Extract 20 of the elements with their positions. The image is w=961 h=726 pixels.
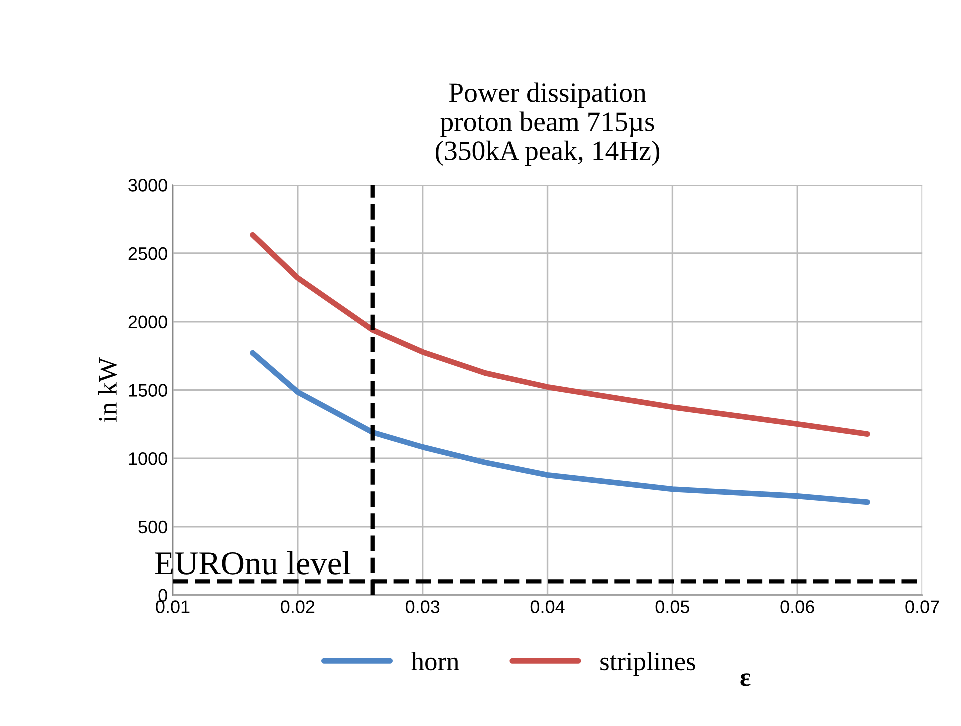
y-tick-label: 3000 <box>128 179 168 192</box>
legend-label: horn <box>412 652 460 671</box>
y-tick-label: 2000 <box>128 316 168 329</box>
legend-label: striplines <box>600 652 696 676</box>
x-axis-title: ε <box>740 674 751 686</box>
y-tick-label: 2500 <box>128 247 168 260</box>
y-tick-label: 1500 <box>129 384 168 397</box>
y-axis-title: in kW <box>98 358 118 422</box>
ref-line-label: EUROnu level <box>155 551 351 575</box>
chart-title: Power dissipation proton beam 715µs (350kA peak, 14Hz) <box>436 82 660 166</box>
x-tick-label: 0.03 <box>406 600 440 614</box>
y-tick-label: 0 <box>158 589 168 602</box>
x-tick-label: 0.01 <box>156 600 190 614</box>
y-tick-label: 1000 <box>129 452 168 466</box>
y-tick-label: 500 <box>138 520 168 534</box>
x-tick-label: 0.05 <box>656 600 690 614</box>
x-tick-label: 0.07 <box>906 600 940 614</box>
x-tick-label: 0.06 <box>780 600 814 614</box>
x-tick-label: 0.02 <box>281 600 315 614</box>
x-tick-label: 0.04 <box>530 600 565 614</box>
